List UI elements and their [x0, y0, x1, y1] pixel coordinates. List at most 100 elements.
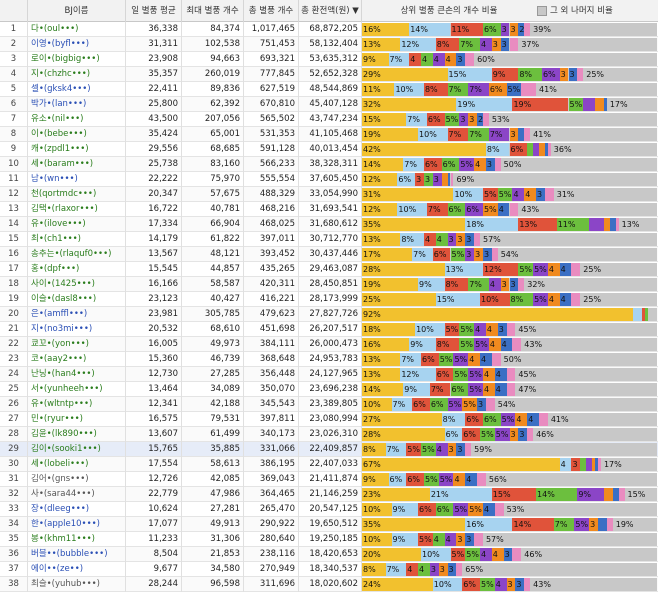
table-row[interactable]: 32 사•(sara44•••) 22,779 47,986 364,465 21,146…	[0, 487, 658, 502]
header-daily-avg[interactable]: 일 별풍 평균	[126, 0, 182, 22]
bj-name-cell[interactable]: 최•(ch1•••)	[28, 232, 126, 247]
bj-name-cell[interactable]: 김택•(rlaxor•••)	[28, 202, 126, 217]
bj-name-cell[interactable]: 김윤•(lk890•••)	[28, 427, 126, 442]
bj-name-cell[interactable]: 이영•(byfl•••)	[28, 37, 126, 52]
table-row[interactable]: 17 홍•(dpf•••) 15,545 44,857 435,265 29,463,08…	[0, 262, 658, 277]
ratio-segment-label: 27%	[363, 415, 381, 424]
table-row[interactable]: 3 로이•(bigbig•••) 23,908 94,663 693,321 53,635…	[0, 52, 658, 67]
table-row[interactable]: 25 서•(yunheeh•••) 13,464 34,089 350,070 23,69…	[0, 382, 658, 397]
bj-name-cell[interactable]: 한•(apple10•••)	[28, 517, 126, 532]
table-row[interactable]: 27 민•(ryur•••) 16,575 79,531 397,811 23,080,9…	[0, 412, 658, 427]
bj-name-cell[interactable]: 셀•(gksk4•••)	[28, 82, 126, 97]
table-row[interactable]: 7 유소•(nil•••) 43,500 207,056 565,502 43,747,2…	[0, 112, 658, 127]
ratio-segment-label: 10%	[454, 190, 473, 199]
table-row[interactable]: 36 버블••(bubble•••) 8,504 21,853 238,116 18,42…	[0, 547, 658, 562]
table-row[interactable]: 5 셀•(gksk4•••) 22,411 89,836 627,519 48,544,8…	[0, 82, 658, 97]
bj-name-cell[interactable]: 민•(ryur•••)	[28, 412, 126, 427]
table-row[interactable]: 6 박가•(lan•••) 25,800 62,392 670,810 45,407,12…	[0, 97, 658, 112]
table-row[interactable]: 1 다•(oul•••) 36,338 84,374 1,017,465 68,872,2…	[0, 22, 658, 37]
table-row[interactable]: 8 이•(bebe•••) 35,424 65,001 531,353 41,105,46…	[0, 127, 658, 142]
header-bj-name[interactable]: BJ이름	[28, 0, 126, 22]
bj-name-cell[interactable]: 홍•(dpf•••)	[28, 262, 126, 277]
bj-name-cell[interactable]: 박가•(lan•••)	[28, 97, 126, 112]
bj-name-cell[interactable]: 이•(bebe•••)	[28, 127, 126, 142]
table-row[interactable]: 34 한•(apple10•••) 17,077 49,913 290,922 19,65…	[0, 517, 658, 532]
bj-name-cell[interactable]: 캐•(zpdl1•••)	[28, 142, 126, 157]
ratio-segment: 4	[559, 458, 572, 471]
ratio-segment: 9%	[491, 68, 519, 81]
bj-name-cell[interactable]: 세•(baram•••)	[28, 157, 126, 172]
rest-ratio-label: 17%	[603, 460, 622, 469]
table-row[interactable]: 35 봉•(khm11•••) 11,233 31,306 280,640 19,250,…	[0, 532, 658, 547]
table-row[interactable]: 19 이슬•(dasl8•••) 23,123 40,427 416,221 28,173…	[0, 292, 658, 307]
header-total-revenue[interactable]: 총 환전액(원) ▼	[299, 0, 362, 22]
rest-ratio-label: 65%	[465, 565, 484, 574]
ratio-segment: 21%	[429, 488, 492, 501]
ratio-segment: 23%	[362, 488, 430, 501]
bj-name-cell[interactable]: 남•(wn•••)	[28, 172, 126, 187]
bj-name-cell[interactable]: 다•(oul•••)	[28, 22, 126, 37]
table-row[interactable]: 31 김어•(gns•••) 12,726 42,085 369,043 21,411,8…	[0, 472, 658, 487]
bj-name-cell[interactable]: 송추는•(rlaquf0•••)	[28, 247, 126, 262]
table-row[interactable]: 24 난닝•(han4•••) 12,730 27,285 356,448 24,127,…	[0, 367, 658, 382]
table-row[interactable]: 10 세•(baram•••) 25,738 83,160 566,233 38,328,…	[0, 157, 658, 172]
bj-name-cell[interactable]: 최슬•(yuhub•••)	[28, 577, 126, 592]
ratio-segment-label: 9%	[392, 505, 406, 514]
header-max-count[interactable]: 최대 별풍 개수	[182, 0, 244, 22]
table-row[interactable]: 12 천(qortmdc•••) 20,347 57,675 488,329 33,054…	[0, 187, 658, 202]
bj-name-cell[interactable]: 서•(yunheeh•••)	[28, 382, 126, 397]
ratio-segment: 2	[518, 23, 524, 36]
total-count-cell: 488,329	[244, 187, 299, 202]
table-row[interactable]: 2 이영•(byfl•••) 31,311 102,538 751,453 58,132,…	[0, 37, 658, 52]
table-row[interactable]: 30 세•(lobeli•••) 17,554 58,613 386,195 22,407…	[0, 457, 658, 472]
header-total-count[interactable]: 총 별풍 개수	[244, 0, 299, 22]
bj-name-cell[interactable]: 코•(aay2•••)	[28, 352, 126, 367]
table-row[interactable]: 9 캐•(zpdl1•••) 29,556 68,685 591,128 40,013,4…	[0, 142, 658, 157]
table-row[interactable]: 38 최슬•(yuhub•••) 28,244 96,598 311,696 18,020…	[0, 577, 658, 592]
bj-name-cell[interactable]: 유•(ilove•••)	[28, 217, 126, 232]
bj-name-cell[interactable]: 로이•(bigbig•••)	[28, 52, 126, 67]
bj-name-cell[interactable]: 이슬•(dasl8•••)	[28, 292, 126, 307]
bj-name-cell[interactable]: 세•(lobeli•••)	[28, 457, 126, 472]
bj-name-cell[interactable]: 장•(dleeg•••)	[28, 502, 126, 517]
bj-name-cell[interactable]: 천(qortmdc•••)	[28, 187, 126, 202]
table-row[interactable]: 4 지•(chzhc•••) 35,357 260,019 777,845 52,652,…	[0, 67, 658, 82]
table-row[interactable]: 15 최•(ch1•••) 14,179 61,822 397,011 30,712,77…	[0, 232, 658, 247]
bj-name-cell[interactable]: 김이•(sooki1•••)	[28, 442, 126, 457]
rank-cell: 37	[0, 562, 28, 577]
table-row[interactable]: 23 코•(aay2•••) 15,360 46,739 368,648 24,953,7…	[0, 352, 658, 367]
table-row[interactable]: 33 장•(dleeg•••) 10,624 27,281 265,470 20,547,…	[0, 502, 658, 517]
table-row[interactable]: 26 유•(wltntp•••) 12,341 42,188 345,543 23,389…	[0, 397, 658, 412]
bj-name-cell[interactable]: 유소•(nil•••)	[28, 112, 126, 127]
bj-name-cell[interactable]: 봉•(khm11•••)	[28, 532, 126, 547]
bj-name-cell[interactable]: 버블••(bubble•••)	[28, 547, 126, 562]
bj-name-cell[interactable]: 쿄꼬•(yon•••)	[28, 337, 126, 352]
table-row[interactable]: 18 사이•(1425•••) 16,166 58,587 420,311 28,450,…	[0, 277, 658, 292]
bj-name-cell[interactable]: 난닝•(han4•••)	[28, 367, 126, 382]
bj-name-cell[interactable]: 사이•(1425•••)	[28, 277, 126, 292]
max-count-cell: 57,675	[182, 187, 244, 202]
table-row[interactable]: 20 은•(amffl•••) 23,981 305,785 479,623 27,827…	[0, 307, 658, 322]
bj-name-cell[interactable]: 지•(no3mi•••)	[28, 322, 126, 337]
table-row[interactable]: 11 남•(wn•••) 22,222 75,970 555,554 37,605,450…	[0, 172, 658, 187]
table-row[interactable]: 37 에이••(ze••) 9,677 34,580 270,949 18,340,537…	[0, 562, 658, 577]
table-row[interactable]: 28 김윤•(lk890•••) 13,607 61,499 340,173 23,026…	[0, 427, 658, 442]
table-row[interactable]: 14 유•(ilove•••) 17,334 66,904 468,025 31,680,…	[0, 217, 658, 232]
bj-name-cell[interactable]: 지•(chzhc•••)	[28, 67, 126, 82]
bj-name-cell[interactable]: 김어•(gns•••)	[28, 472, 126, 487]
ratio-segment-label: 4	[424, 235, 431, 244]
ratio-segment: 19%	[456, 98, 513, 111]
table-row[interactable]: 21 지•(no3mi•••) 20,532 68,610 451,698 26,207,…	[0, 322, 658, 337]
bj-name-cell[interactable]: 유•(wltntp•••)	[28, 397, 126, 412]
header-rank[interactable]	[0, 0, 28, 22]
table-row[interactable]: 13 김택•(rlaxor•••) 16,722 40,781 468,216 31,69…	[0, 202, 658, 217]
table-row[interactable]: 22 쿄꼬•(yon•••) 16,005 49,973 384,111 26,000,4…	[0, 337, 658, 352]
ratio-segment: 4	[491, 548, 504, 561]
table-row[interactable]: 16 송추는•(rlaquf0•••) 13,567 48,121 393,452 30,…	[0, 247, 658, 262]
bj-name-cell[interactable]: 사•(sara44•••)	[28, 487, 126, 502]
ratio-segment-label: 11%	[363, 85, 381, 94]
bj-name-cell[interactable]: 에이••(ze••)	[28, 562, 126, 577]
bj-name-cell[interactable]: 은•(amffl•••)	[28, 307, 126, 322]
revenue-cell: 23,389,805	[299, 397, 362, 412]
table-row[interactable]: 29 김이•(sooki1•••) 15,765 35,885 331,066 22,40…	[0, 442, 658, 457]
